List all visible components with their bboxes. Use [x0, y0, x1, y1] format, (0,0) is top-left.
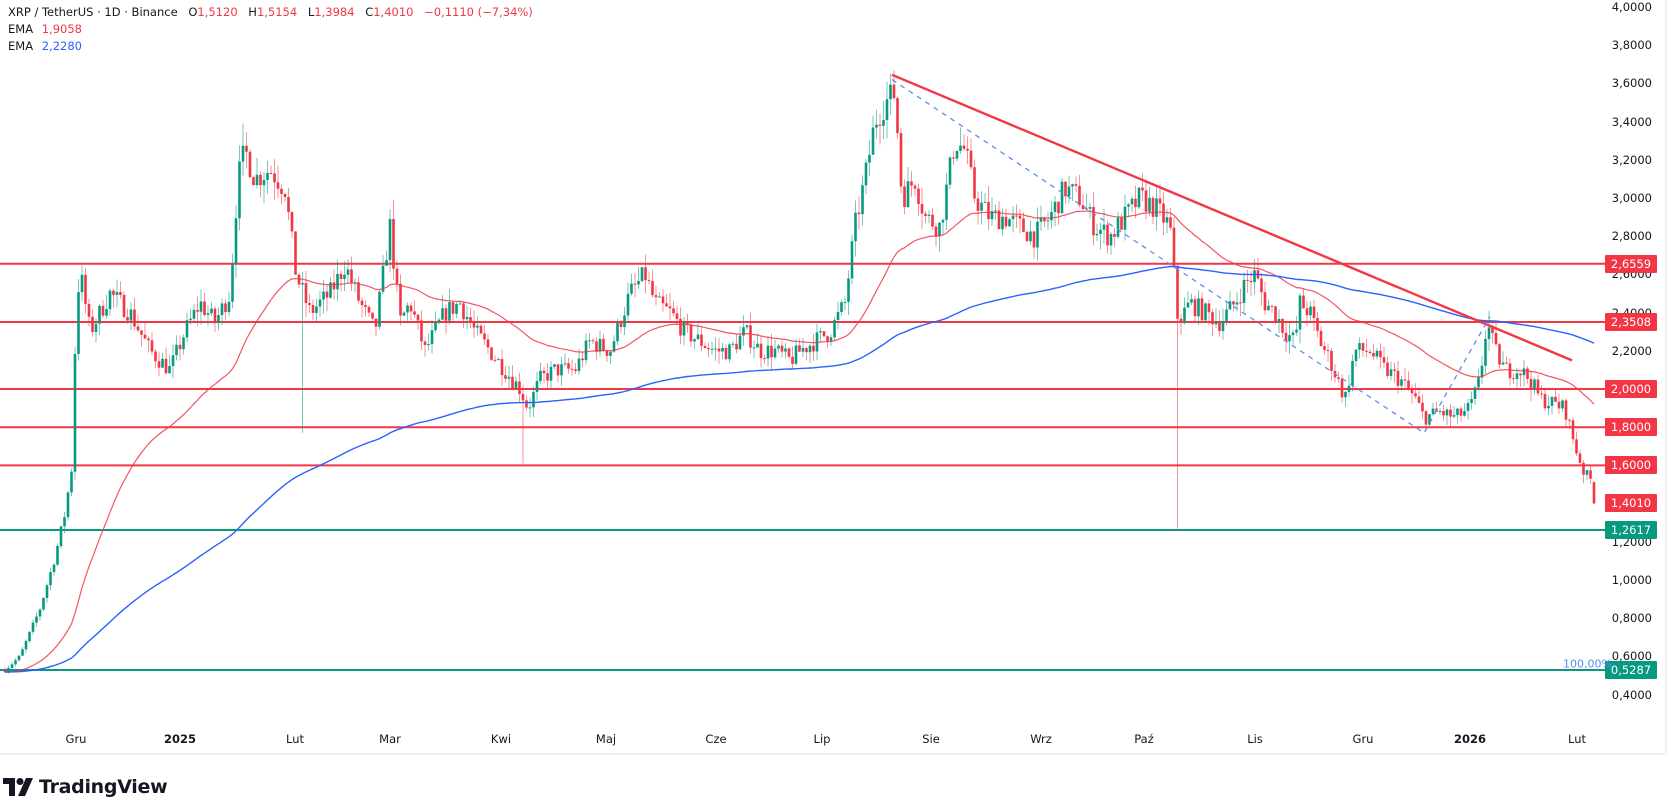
time-tick-label: Lut — [1567, 732, 1587, 746]
price-tick-label: 0,8000 — [1611, 611, 1652, 626]
low-value: 1,3984 — [314, 5, 355, 19]
price-tick-label: 2,2000 — [1611, 343, 1652, 358]
price-tick-label: 3,0000 — [1611, 191, 1652, 205]
level-price-badge: 0,5287 — [1605, 661, 1657, 680]
ema-fast-label: EMA — [8, 22, 34, 36]
time-tick-label: Maj — [595, 732, 617, 746]
time-tick-label: Cze — [705, 732, 727, 746]
low-label: L — [307, 5, 315, 19]
symbol-ohlc-row[interactable]: XRP / TetherUS · 1D · Binance O1,5120 H1… — [8, 4, 533, 21]
descending-trendline — [891, 73, 1573, 362]
level-price-badge: 1,8000 — [1605, 418, 1657, 437]
price-tick-label: 3,8000 — [1611, 38, 1652, 53]
ema-slow-value: 2,2280 — [41, 39, 82, 53]
time-tick-label: Gru — [1352, 732, 1374, 746]
fib-dashed-line — [891, 79, 1491, 434]
tradingview-wordmark: TradingView — [39, 776, 168, 798]
symbol-title[interactable]: XRP / TetherUS · 1D · Binance — [8, 5, 178, 19]
high-label: H — [248, 5, 257, 19]
ema-slow-line — [5, 265, 1595, 673]
price-tick-label: 0,6000 — [1611, 649, 1652, 664]
time-tick-label: Mar — [379, 732, 401, 746]
time-tick-label: 2026 — [1453, 732, 1487, 746]
close-value: 1,4010 — [373, 5, 414, 19]
open-value: 1,5120 — [197, 5, 238, 19]
ema-slow-label: EMA — [8, 39, 34, 53]
tradingview-brand[interactable]: TradingView — [3, 775, 168, 799]
time-tick-label: Gru — [65, 732, 87, 746]
level-price-badge: 1,2617 — [1605, 521, 1657, 539]
last-price-badge: 1,4010 — [1605, 494, 1657, 513]
price-tick-label: 4,0000 — [1611, 0, 1652, 14]
chart-pane[interactable]: XRP / TetherUS · 1D · Binance O1,5120 H1… — [0, 0, 1667, 755]
chart-legend: XRP / TetherUS · 1D · Binance O1,5120 H1… — [8, 4, 533, 55]
price-tick-label: 3,4000 — [1611, 114, 1652, 129]
time-tick-label: 2025 — [163, 732, 197, 746]
price-tick-label: 3,2000 — [1611, 152, 1652, 167]
time-tick-label: Lip — [813, 732, 831, 746]
ema-slow-legend[interactable]: EMA 2,2280 — [8, 38, 533, 55]
ema-fast-value: 1,9058 — [41, 22, 82, 36]
close-label: C — [365, 5, 374, 19]
price-tick-label: 2,8000 — [1611, 229, 1652, 244]
tradingview-logo-icon — [3, 778, 33, 796]
level-price-badge: 1,6000 — [1605, 456, 1657, 475]
time-tick-label: Kwi — [490, 732, 512, 746]
fib-level-label: 100,00% — [1563, 657, 1612, 671]
ema-fast-line — [4, 210, 1595, 673]
price-tick-label: 0,4000 — [1611, 687, 1652, 702]
time-tick-label: Paź — [1134, 732, 1154, 746]
time-tick-label: Sie — [922, 732, 940, 746]
level-price-badge: 2,3508 — [1605, 312, 1657, 331]
price-tick-label: 3,6000 — [1611, 76, 1652, 91]
time-tick-label: Lut — [285, 732, 305, 746]
ema-fast-legend[interactable]: EMA 1,9058 — [8, 21, 533, 38]
price-tick-label: 1,0000 — [1611, 573, 1652, 587]
time-tick-label: Lis — [1247, 732, 1263, 746]
candlestick-series — [3, 70, 1596, 674]
time-tick-label: Wrz — [1030, 732, 1052, 746]
level-price-badge: 2,6559 — [1605, 254, 1657, 273]
level-price-badge: 2,0000 — [1605, 380, 1657, 398]
change-value: −0,1110 (−7,34%) — [424, 5, 533, 19]
open-label: O — [188, 5, 198, 19]
high-value: 1,5154 — [256, 5, 298, 19]
